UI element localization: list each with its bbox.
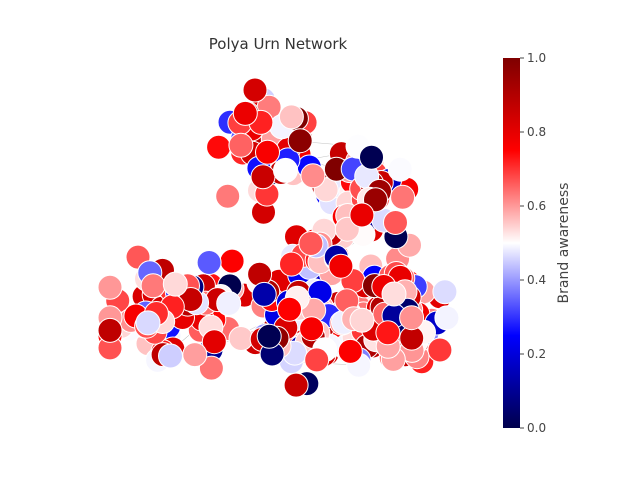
network-node xyxy=(215,183,241,209)
network-node xyxy=(97,317,123,343)
network-node xyxy=(198,355,224,381)
network-node xyxy=(228,132,254,158)
network-node xyxy=(283,372,309,398)
network-node xyxy=(387,156,413,182)
colorbar-tick-label: 1.0 xyxy=(527,51,546,65)
colorbar-tick-label: 0.6 xyxy=(527,199,546,213)
network-node xyxy=(383,210,408,235)
colorbar-tick-label: 0.8 xyxy=(527,125,546,139)
network-node xyxy=(140,273,166,299)
network-node xyxy=(219,248,245,274)
colorbar-gradient xyxy=(503,58,520,428)
network-node xyxy=(228,326,254,351)
network-node xyxy=(337,338,363,364)
network-node xyxy=(390,184,416,210)
network-node xyxy=(279,251,304,277)
network-node xyxy=(298,231,324,256)
colorbar-label: Brand awareness xyxy=(556,183,572,304)
network-node xyxy=(250,164,276,190)
network-node xyxy=(434,305,460,331)
network-node xyxy=(328,253,354,279)
chart-title: Polya Urn Network xyxy=(209,35,348,53)
network-node xyxy=(304,347,330,373)
network-node xyxy=(277,296,302,322)
colorbar: 0.0 0.2 0.4 0.6 0.8 1.0 Brand awareness xyxy=(503,51,572,435)
network-node xyxy=(242,77,268,103)
network-graph xyxy=(97,77,460,398)
network-node xyxy=(432,279,458,305)
network-node xyxy=(381,281,407,307)
network-node xyxy=(273,157,298,183)
network-node xyxy=(349,307,375,333)
network-node xyxy=(97,274,123,300)
network-node xyxy=(300,163,326,189)
network-node xyxy=(251,281,277,307)
network-node xyxy=(182,342,208,368)
network-node xyxy=(196,250,222,275)
network-node xyxy=(162,271,188,297)
network-node xyxy=(278,104,304,130)
network-node xyxy=(349,202,375,228)
network-node xyxy=(359,144,384,170)
network-node xyxy=(256,323,282,349)
network-node xyxy=(299,316,325,342)
network-node xyxy=(135,310,161,336)
network-node xyxy=(232,100,258,126)
colorbar-tick-label: 0.0 xyxy=(527,421,546,435)
network-node xyxy=(399,305,425,331)
colorbar-tick-label: 0.2 xyxy=(527,347,546,361)
network-node xyxy=(216,291,242,316)
network-node xyxy=(287,128,313,154)
network-nodes xyxy=(97,77,460,398)
network-node xyxy=(158,343,183,369)
colorbar-tick-label: 0.4 xyxy=(527,273,546,287)
network-node xyxy=(255,139,280,165)
network-node xyxy=(201,329,227,355)
network-node xyxy=(427,337,453,363)
network-node xyxy=(206,134,232,160)
network-node xyxy=(375,320,401,346)
colorbar-ticks: 0.0 0.2 0.4 0.6 0.8 1.0 xyxy=(520,51,546,435)
